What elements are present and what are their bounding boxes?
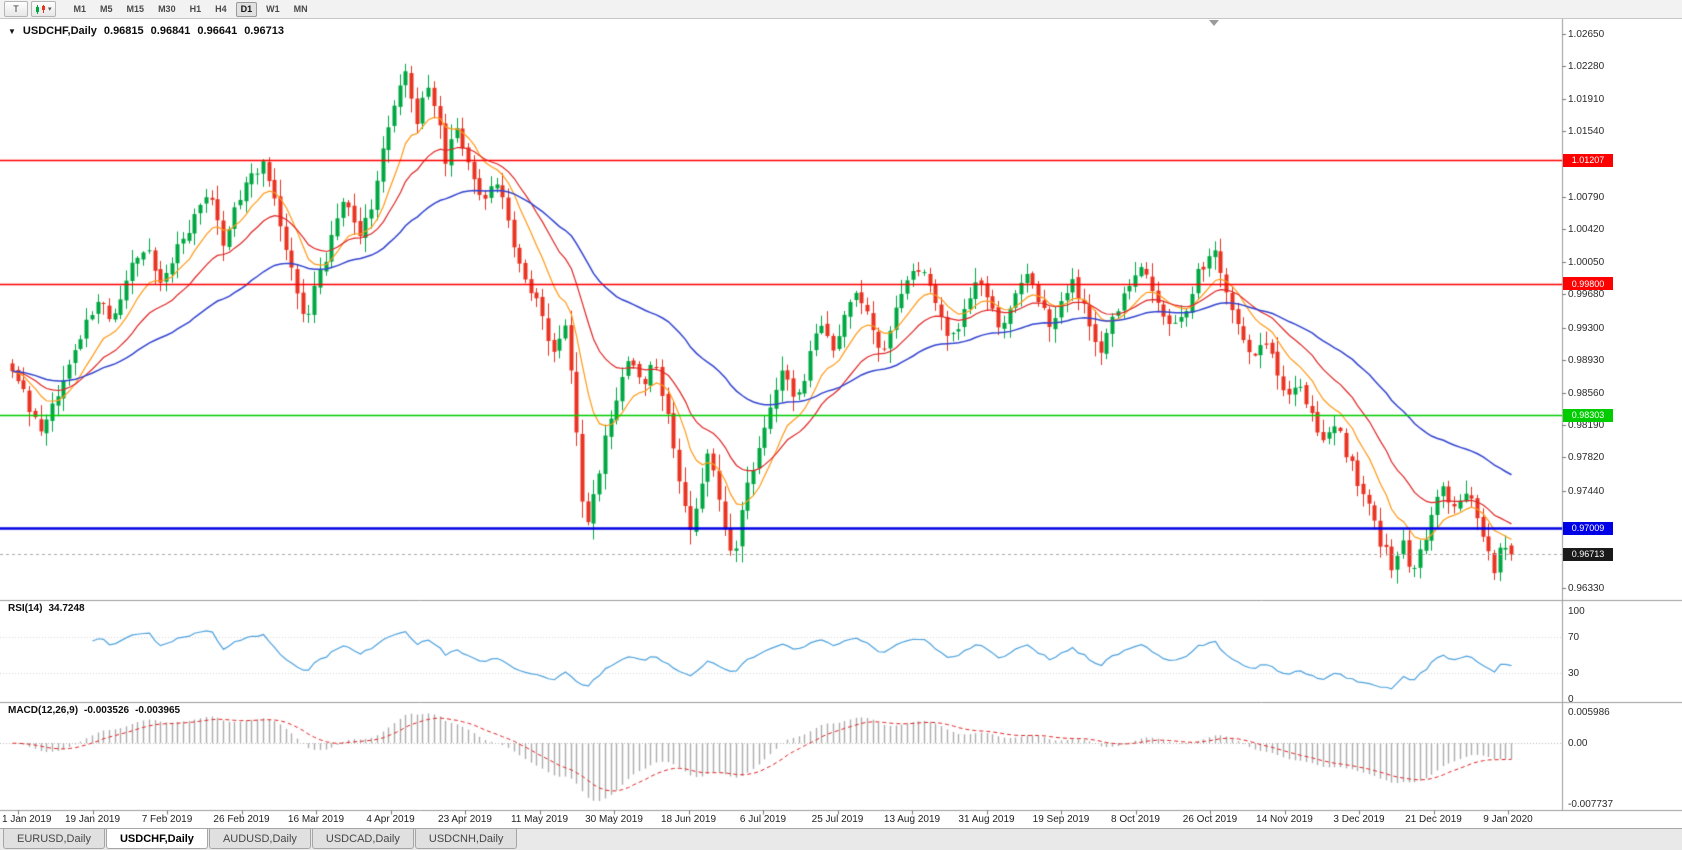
date-axis-label: 1 Jan 2019 [2, 814, 52, 825]
chart-shift-marker[interactable] [1209, 20, 1219, 26]
current-price-tag: 0.96713 [1563, 547, 1613, 561]
chart-tab-bar: EURUSD,Daily USDCHF,Daily AUDUSD,Daily USDC… [0, 828, 1682, 850]
ohlc-low: 0.96641 [197, 25, 238, 37]
chart-title-row: ▼ USDCHF,Daily 0.96815 0.96841 0.96641 0… [8, 25, 284, 37]
chart-menu-icon[interactable]: ▼ [8, 26, 16, 36]
rsi-scale-label: 100 [1568, 606, 1585, 617]
tab-usdchf-daily[interactable]: USDCHF,Daily [105, 829, 208, 849]
top-toolbar: T ▾ M1 M5 M15 M30 H1 H4 D1 W1 MN [0, 0, 1682, 19]
date-axis-label: 9 Jan 2020 [1483, 814, 1533, 825]
price-scale-label: 0.97440 [1568, 485, 1605, 497]
price-scale-label: 1.00790 [1568, 192, 1605, 204]
date-axis-label: 3 Dec 2019 [1333, 814, 1385, 825]
macd-scale-label: -0.007737 [1568, 799, 1614, 810]
rsi-header: RSI(14) 34.7248 [8, 603, 85, 614]
timeframe-m1[interactable]: M1 [73, 4, 87, 14]
date-axis-label: 23 Apr 2019 [438, 814, 492, 825]
text-tool-button[interactable]: T [4, 1, 28, 17]
price-scale-label: 1.01910 [1568, 93, 1605, 105]
price-scale-label: 1.02650 [1568, 29, 1605, 40]
price-scale-label: 0.99300 [1568, 322, 1605, 334]
text-tool-label: T [13, 4, 19, 14]
price-scale-label: 0.98190 [1568, 419, 1605, 431]
date-axis-label: 31 Aug 2019 [958, 814, 1015, 825]
date-axis-label: 25 Jul 2019 [811, 814, 864, 825]
price-scale-label: 1.02280 [1568, 61, 1605, 73]
date-axis[interactable]: 1 Jan 2019 19 Jan 2019 7 Feb 2019 26 Feb 20… [0, 812, 1562, 828]
macd-signal-value: -0.003965 [135, 705, 181, 716]
tab-audusd-daily[interactable]: AUDUSD,Daily [208, 829, 311, 849]
timeframe-m5[interactable]: M5 [100, 4, 113, 14]
timeframe-m15[interactable]: M15 [126, 4, 145, 14]
date-axis-label: 19 Sep 2019 [1032, 814, 1090, 825]
macd-label: MACD(12,26,9) [8, 705, 79, 716]
candlestick-icon [36, 4, 45, 14]
rsi-label: RSI(14) [8, 603, 43, 614]
price-level-tag[interactable]: 0.99800 [1563, 277, 1613, 291]
rsi-scale-label: 0 [1568, 694, 1574, 705]
price-scale-label: 0.99680 [1568, 289, 1605, 301]
price-scale-label: 0.96330 [1568, 583, 1605, 594]
date-axis-label: 14 Nov 2019 [1256, 814, 1313, 825]
price-scale[interactable]: 1.02650 1.02280 1.01910 1.01540 1.00790 1.004… [1562, 0, 1682, 850]
price-scale-label: 0.97820 [1568, 452, 1605, 464]
chart-type-button[interactable]: ▾ [31, 1, 56, 17]
price-level-tag[interactable]: 0.97009 [1563, 521, 1613, 535]
price-level-tag[interactable]: 0.98303 [1563, 408, 1613, 422]
date-axis-label: 21 Dec 2019 [1405, 814, 1462, 825]
macd-scale-label: 0.005986 [1568, 707, 1610, 718]
date-axis-label: 18 Jun 2019 [660, 814, 717, 825]
timeframe-toolbar: M1 M5 M15 M30 H1 H4 D1 W1 MN [69, 1, 313, 17]
date-axis-label: 6 Jul 2019 [739, 814, 787, 825]
tab-usdcnh-daily[interactable]: USDCNH,Daily [414, 829, 518, 849]
macd-scale-label: 0.00 [1568, 738, 1588, 750]
timeframe-h4[interactable]: H4 [215, 4, 227, 14]
timeframe-w1[interactable]: W1 [266, 4, 280, 14]
price-level-tag[interactable]: 1.01207 [1563, 153, 1613, 167]
tab-usdcad-daily[interactable]: USDCAD,Daily [311, 829, 414, 849]
symbol-title: USDCHF,Daily [22, 25, 97, 37]
date-axis-label: 11 May 2019 [510, 814, 569, 825]
price-scale-label: 1.00050 [1568, 256, 1605, 268]
date-axis-label: 26 Oct 2019 [1182, 814, 1238, 825]
timeframe-m30[interactable]: M30 [158, 4, 176, 14]
rsi-scale-label: 30 [1568, 667, 1580, 679]
ohlc-open: 0.96815 [103, 25, 144, 37]
price-scale-label: 1.01540 [1568, 126, 1605, 138]
ohlc-close: 0.96713 [244, 25, 284, 37]
macd-main-value: -0.003526 [84, 705, 130, 716]
date-axis-label: 7 Feb 2019 [141, 814, 193, 825]
tab-eurusd-daily[interactable]: EURUSD,Daily [3, 829, 105, 849]
date-axis-label: 8 Oct 2019 [1111, 814, 1160, 825]
rsi-scale-label: 70 [1568, 632, 1580, 644]
price-scale-label: 0.98930 [1568, 355, 1605, 367]
timeframe-h1[interactable]: H1 [189, 4, 202, 14]
timeframe-mn[interactable]: MN [293, 4, 308, 14]
chevron-down-icon: ▾ [48, 5, 52, 13]
date-axis-label: 16 Mar 2019 [287, 814, 345, 825]
rsi-value: 34.7248 [48, 603, 85, 614]
date-axis-label: 19 Jan 2019 [64, 814, 121, 825]
date-axis-label: 4 Apr 2019 [366, 814, 415, 825]
price-scale-label: 0.98560 [1568, 387, 1605, 399]
timeframe-d1[interactable]: D1 [235, 1, 258, 17]
ohlc-high: 0.96841 [150, 25, 191, 37]
date-axis-label: 26 Feb 2019 [213, 814, 270, 825]
date-axis-label: 30 May 2019 [585, 814, 643, 825]
price-scale-label: 1.00420 [1568, 224, 1605, 236]
macd-header: MACD(12,26,9) -0.003526 -0.003965 [8, 705, 180, 716]
date-axis-label: 13 Aug 2019 [883, 814, 941, 825]
